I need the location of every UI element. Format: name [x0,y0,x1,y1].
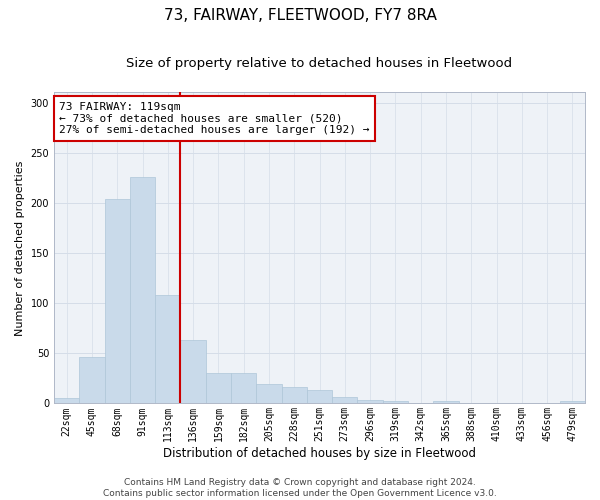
Bar [383,402,408,404]
Text: 73 FAIRWAY: 119sqm
← 73% of detached houses are smaller (520)
27% of semi-detach: 73 FAIRWAY: 119sqm ← 73% of detached hou… [59,102,370,135]
Bar [130,176,155,404]
Bar [206,374,231,404]
Bar [281,388,307,404]
Bar [231,374,256,404]
Bar [155,295,181,404]
Y-axis label: Number of detached properties: Number of detached properties [15,160,25,336]
Bar [79,358,104,404]
Bar [433,402,458,404]
Bar [358,400,383,404]
Bar [54,398,79,404]
Bar [307,390,332,404]
Bar [256,384,281,404]
Bar [332,398,358,404]
Text: 73, FAIRWAY, FLEETWOOD, FY7 8RA: 73, FAIRWAY, FLEETWOOD, FY7 8RA [164,8,436,22]
X-axis label: Distribution of detached houses by size in Fleetwood: Distribution of detached houses by size … [163,447,476,460]
Bar [104,199,130,404]
Text: Contains HM Land Registry data © Crown copyright and database right 2024.
Contai: Contains HM Land Registry data © Crown c… [103,478,497,498]
Bar [181,340,206,404]
Bar [560,402,585,404]
Title: Size of property relative to detached houses in Fleetwood: Size of property relative to detached ho… [127,58,512,70]
